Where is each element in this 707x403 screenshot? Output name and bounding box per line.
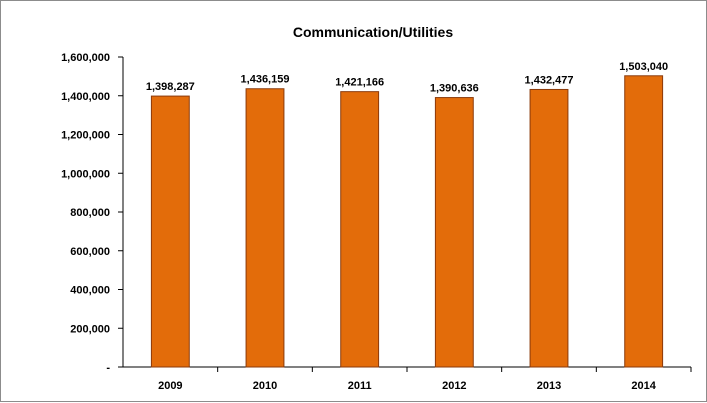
data-label: 1,503,040	[619, 61, 668, 73]
x-tick-label: 2014	[631, 380, 656, 392]
y-tick-label: 800,000	[70, 207, 110, 219]
data-label: 1,432,477	[525, 74, 574, 86]
bar-series	[150, 75, 664, 368]
bar-2010	[245, 88, 285, 368]
bar-2014	[624, 75, 664, 368]
y-tick-label: 200,000	[70, 323, 110, 335]
data-label: 1,398,287	[146, 81, 195, 93]
x-tick-label: 2013	[537, 380, 561, 392]
bar-2012	[434, 97, 474, 368]
data-label: 1,390,636	[430, 83, 479, 95]
data-label: 1,436,159	[241, 74, 290, 86]
bar-2011	[340, 91, 380, 368]
y-tick-label: 1,400,000	[61, 91, 110, 103]
x-tick-label: 2010	[253, 380, 277, 392]
data-labels: 1,398,287 1,436,159 1,421,166 1,390,636 1,43…	[146, 61, 668, 95]
y-tick-label: 600,000	[70, 246, 110, 258]
x-tick-label: 2012	[442, 380, 466, 392]
x-axis-labels: 2009 2010 2011 2012 2013 2014	[158, 367, 692, 392]
x-tick-label: 2011	[348, 380, 372, 392]
y-tick-label: 400,000	[70, 285, 110, 297]
y-tick-label: -	[106, 362, 110, 374]
bar-2013	[529, 88, 569, 368]
y-axis-ticks: - 200,000 400,000 600,000 800,000 1,000,000 1,…	[61, 52, 123, 374]
x-tick-label: 2009	[158, 380, 182, 392]
y-tick-label: 1,000,000	[61, 168, 110, 180]
y-tick-label: 1,200,000	[61, 130, 110, 142]
y-tick-label: 1,600,000	[61, 52, 110, 64]
bar-2009	[150, 95, 190, 368]
chart-title: Communication/Utilities	[293, 24, 453, 40]
data-label: 1,421,166	[335, 77, 384, 89]
